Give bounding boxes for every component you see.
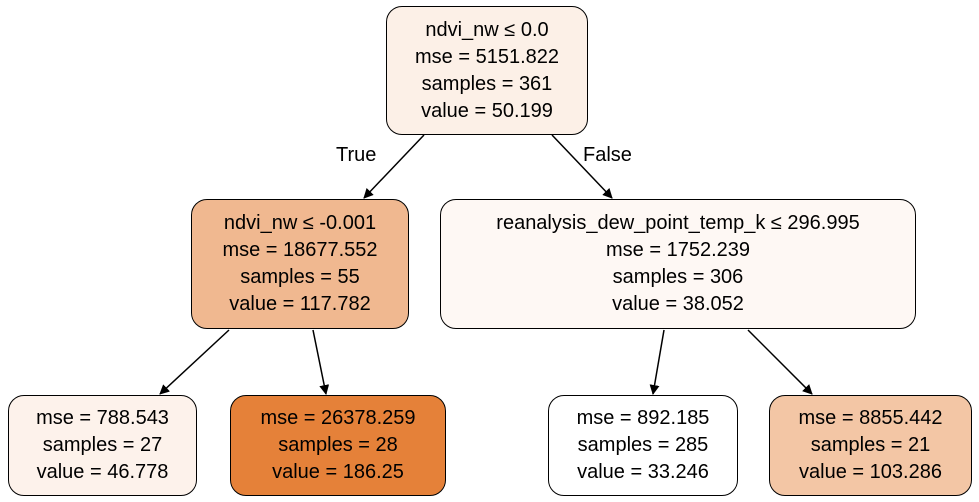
tree-leaf-left-left: mse = 788.543 samples = 27 value = 46.77… [8,395,197,496]
tree-leaf-right-right: mse = 8855.442 samples = 21 value = 103.… [769,395,972,496]
mse-text: mse = 788.543 [36,407,169,429]
edge-root-left [363,134,425,199]
edge-right-rightleaf [747,329,813,395]
samples-text: samples = 361 [421,72,553,95]
split-condition: ndvi_nw ≤ -0.001 [223,212,377,234]
tree-leaf-left-right: mse = 26378.259 samples = 28 value = 186… [230,395,446,496]
tree-leaf-right-left: mse = 892.185 samples = 285 value = 33.2… [548,395,738,496]
tree-node-root: ndvi_nw ≤ 0.0 mse = 5151.822 samples = 3… [386,6,588,135]
mse-text: mse = 26378.259 [260,407,416,429]
samples-text: samples = 28 [278,434,398,456]
edge-left-rightleaf [312,329,330,395]
mse-text: mse = 892.185 [576,407,710,429]
mse-text: mse = 1752.239 [606,239,750,261]
samples-text: samples = 306 [612,266,744,288]
value-text: value = 186.25 [272,461,404,483]
value-text: value = 38.052 [612,293,744,315]
mse-text: mse = 18677.552 [222,239,378,261]
edge-right-leftleaf [649,329,665,395]
value-text: value = 33.246 [577,461,709,483]
edge-label-true: True [336,144,377,166]
edge-left-leftleaf [159,329,230,395]
mse-text: mse = 5151.822 [415,45,559,68]
value-text: value = 103.286 [799,461,942,483]
tree-node-left: ndvi_nw ≤ -0.001 mse = 18677.552 samples… [191,199,409,329]
samples-text: samples = 21 [810,434,931,456]
edge-root-right [551,134,613,199]
samples-text: samples = 55 [240,266,360,288]
samples-text: samples = 27 [42,434,163,456]
split-condition: reanalysis_dew_point_temp_k ≤ 296.995 [496,212,860,234]
value-text: value = 50.199 [421,99,553,122]
samples-text: samples = 285 [577,434,709,456]
value-text: value = 46.778 [36,461,169,483]
edge-label-false: False [583,144,632,166]
split-condition: ndvi_nw ≤ 0.0 [425,18,549,41]
value-text: value = 117.782 [229,293,371,315]
mse-text: mse = 8855.442 [798,407,943,429]
tree-node-right: reanalysis_dew_point_temp_k ≤ 296.995 ms… [440,199,916,329]
